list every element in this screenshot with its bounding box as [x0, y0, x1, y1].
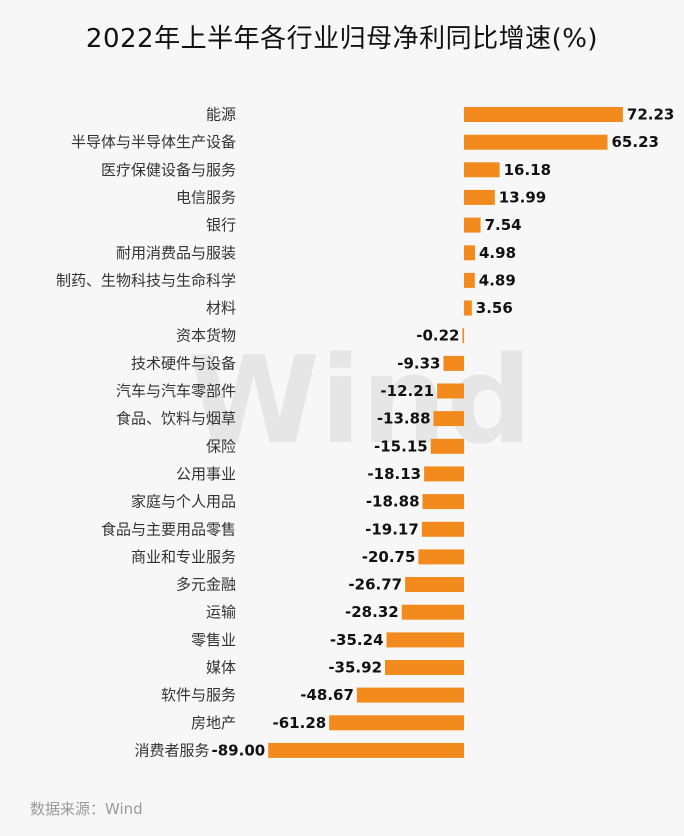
value-label: -0.22 — [416, 327, 459, 345]
value-label: 13.99 — [499, 188, 546, 206]
bar — [464, 189, 495, 205]
category-label: 运输 — [206, 603, 236, 621]
value-label: -18.13 — [367, 465, 421, 483]
bar — [329, 715, 464, 731]
value-label: -61.28 — [273, 714, 327, 732]
bar — [462, 328, 464, 344]
bar — [385, 660, 464, 675]
value-label: -19.17 — [365, 520, 419, 538]
bar — [443, 355, 464, 371]
bar — [418, 549, 465, 565]
bar — [433, 411, 464, 427]
category-label: 保险 — [206, 437, 236, 455]
category-label: 商业和专业服务 — [131, 548, 236, 566]
category-label: 资本货物 — [176, 327, 236, 345]
value-label: -28.32 — [345, 603, 399, 621]
bar — [464, 107, 623, 122]
value-label: -18.88 — [366, 493, 420, 511]
category-label: 制药、生物科技与生命科学 — [56, 271, 236, 289]
category-label: 电信服务 — [176, 188, 236, 206]
category-label: 家庭与个人用品 — [131, 493, 236, 511]
category-label: 房地产 — [191, 714, 236, 732]
category-label: 技术硬件与设备 — [131, 354, 236, 372]
bar — [437, 383, 464, 399]
value-label: -13.88 — [377, 410, 431, 428]
bar — [421, 521, 464, 537]
value-label: -9.33 — [397, 354, 440, 372]
chart-title: 2022年上半年各行业归母净利同比增速(%) — [85, 24, 599, 54]
category-label: 材料 — [206, 299, 236, 317]
category-label: 零售业 — [191, 631, 236, 649]
value-label: 7.54 — [485, 216, 522, 234]
watermark: Wind — [188, 332, 533, 471]
bar — [401, 604, 464, 620]
value-label: 4.98 — [479, 244, 516, 262]
bar — [464, 300, 472, 316]
category-label: 能源 — [206, 106, 236, 124]
value-label: -35.92 — [328, 659, 382, 677]
bar — [464, 134, 608, 150]
category-label: 汽车与汽车零部件 — [116, 382, 236, 400]
bar — [386, 632, 464, 648]
value-label: -26.77 — [348, 576, 402, 594]
value-label: 72.23 — [627, 106, 674, 124]
value-label: -89.00 — [212, 741, 266, 759]
bar — [422, 494, 464, 510]
value-label: 65.23 — [612, 133, 659, 151]
bar — [405, 577, 464, 592]
value-label: -15.15 — [374, 437, 428, 455]
category-label: 食品、饮料与烟草 — [116, 410, 236, 428]
bar — [464, 272, 475, 288]
value-label: -48.67 — [300, 686, 354, 704]
category-label: 软件与服务 — [161, 686, 236, 704]
value-label: 16.18 — [504, 161, 551, 179]
category-label: 媒体 — [206, 659, 236, 677]
bar — [430, 438, 464, 454]
bar — [464, 162, 500, 178]
bar — [464, 217, 481, 233]
value-label: 3.56 — [476, 299, 513, 317]
category-label: 耐用消费品与服装 — [116, 244, 236, 262]
category-label: 半导体与半导体生产设备 — [71, 133, 236, 151]
value-label: 4.89 — [479, 271, 516, 289]
category-label: 食品与主要用品零售 — [101, 520, 236, 538]
category-label: 多元金融 — [176, 576, 236, 594]
category-label: 银行 — [206, 216, 236, 234]
value-label: -20.75 — [362, 548, 416, 566]
bar — [464, 245, 475, 261]
data-source-note: 数据来源：Wind — [30, 800, 143, 818]
category-label: 消费者服务 — [134, 741, 209, 759]
bar — [424, 466, 464, 482]
bar — [356, 687, 464, 703]
bars-group: 能源 72.23 半导体与半导体生产设备 65.23 医疗保健设备与服务 16.18 电信服… — [56, 106, 674, 760]
value-label: -35.24 — [330, 631, 384, 649]
value-label: -12.21 — [380, 382, 434, 400]
category-label: 公用事业 — [176, 465, 236, 483]
bar — [268, 742, 464, 758]
category-label: 医疗保健设备与服务 — [101, 161, 236, 179]
